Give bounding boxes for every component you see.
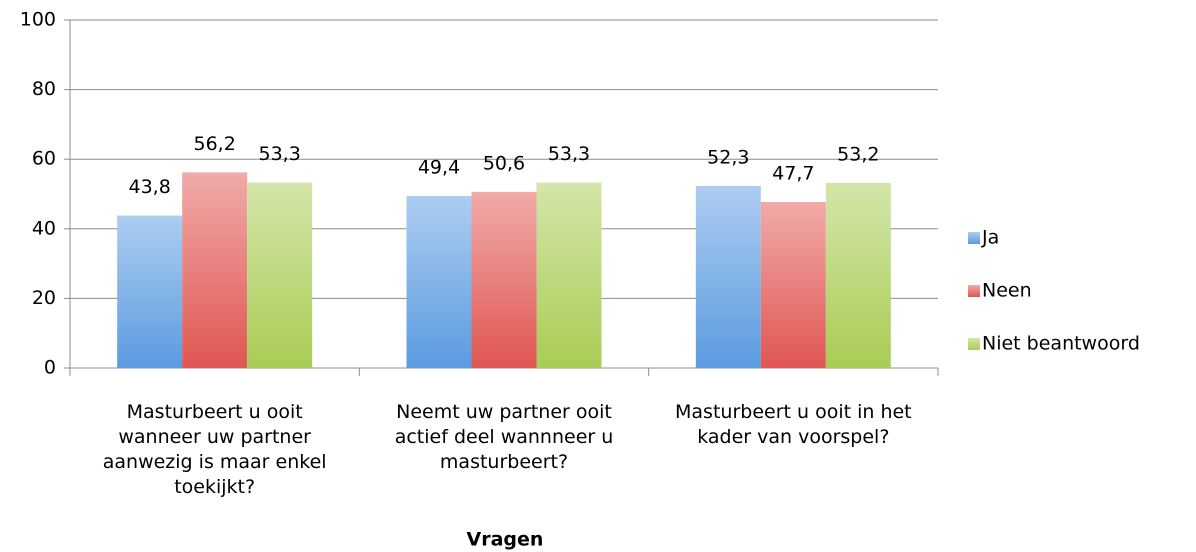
bar: [536, 182, 602, 368]
x-axis-title: Vragen: [467, 529, 544, 551]
bar: [825, 182, 891, 368]
bar: [182, 172, 248, 368]
y-tick-label: 100: [20, 9, 56, 31]
data-label: 53,3: [259, 143, 301, 165]
legend-label: Niet beantwoord: [982, 333, 1140, 355]
x-tick-label: Neemt uw partner ooit actief deel wannnee…: [395, 401, 614, 473]
bar: [471, 191, 537, 368]
x-tick-label: Masturbeert u ooit in het kader van voors…: [675, 401, 912, 448]
data-label: 47,7: [772, 163, 814, 185]
data-label: 53,3: [548, 143, 590, 165]
y-tick-label: 20: [32, 287, 56, 309]
y-tick-label: 40: [32, 217, 56, 239]
x-tick-label: Masturbeert u ooit wanneer uw partner aanw…: [103, 401, 327, 498]
data-label: 52,3: [707, 146, 749, 168]
data-label: 49,4: [418, 157, 460, 179]
bar: [406, 196, 472, 368]
bar: [695, 185, 761, 368]
y-tick-label: 0: [44, 357, 56, 379]
data-label: 56,2: [194, 133, 236, 155]
y-tick-label: 80: [32, 78, 56, 100]
data-label: 50,6: [483, 152, 525, 174]
legend-swatch: [968, 338, 980, 350]
bar: [760, 202, 826, 368]
legend-label: Ja: [981, 227, 999, 249]
legend-label: Neen: [982, 280, 1032, 302]
legend-swatch: [968, 232, 980, 244]
bar: [247, 182, 313, 368]
y-tick-label: 60: [32, 148, 56, 170]
data-label: 43,8: [129, 176, 171, 198]
legend-swatch: [968, 285, 980, 297]
data-label: 53,2: [837, 143, 879, 165]
bar: [117, 215, 183, 368]
